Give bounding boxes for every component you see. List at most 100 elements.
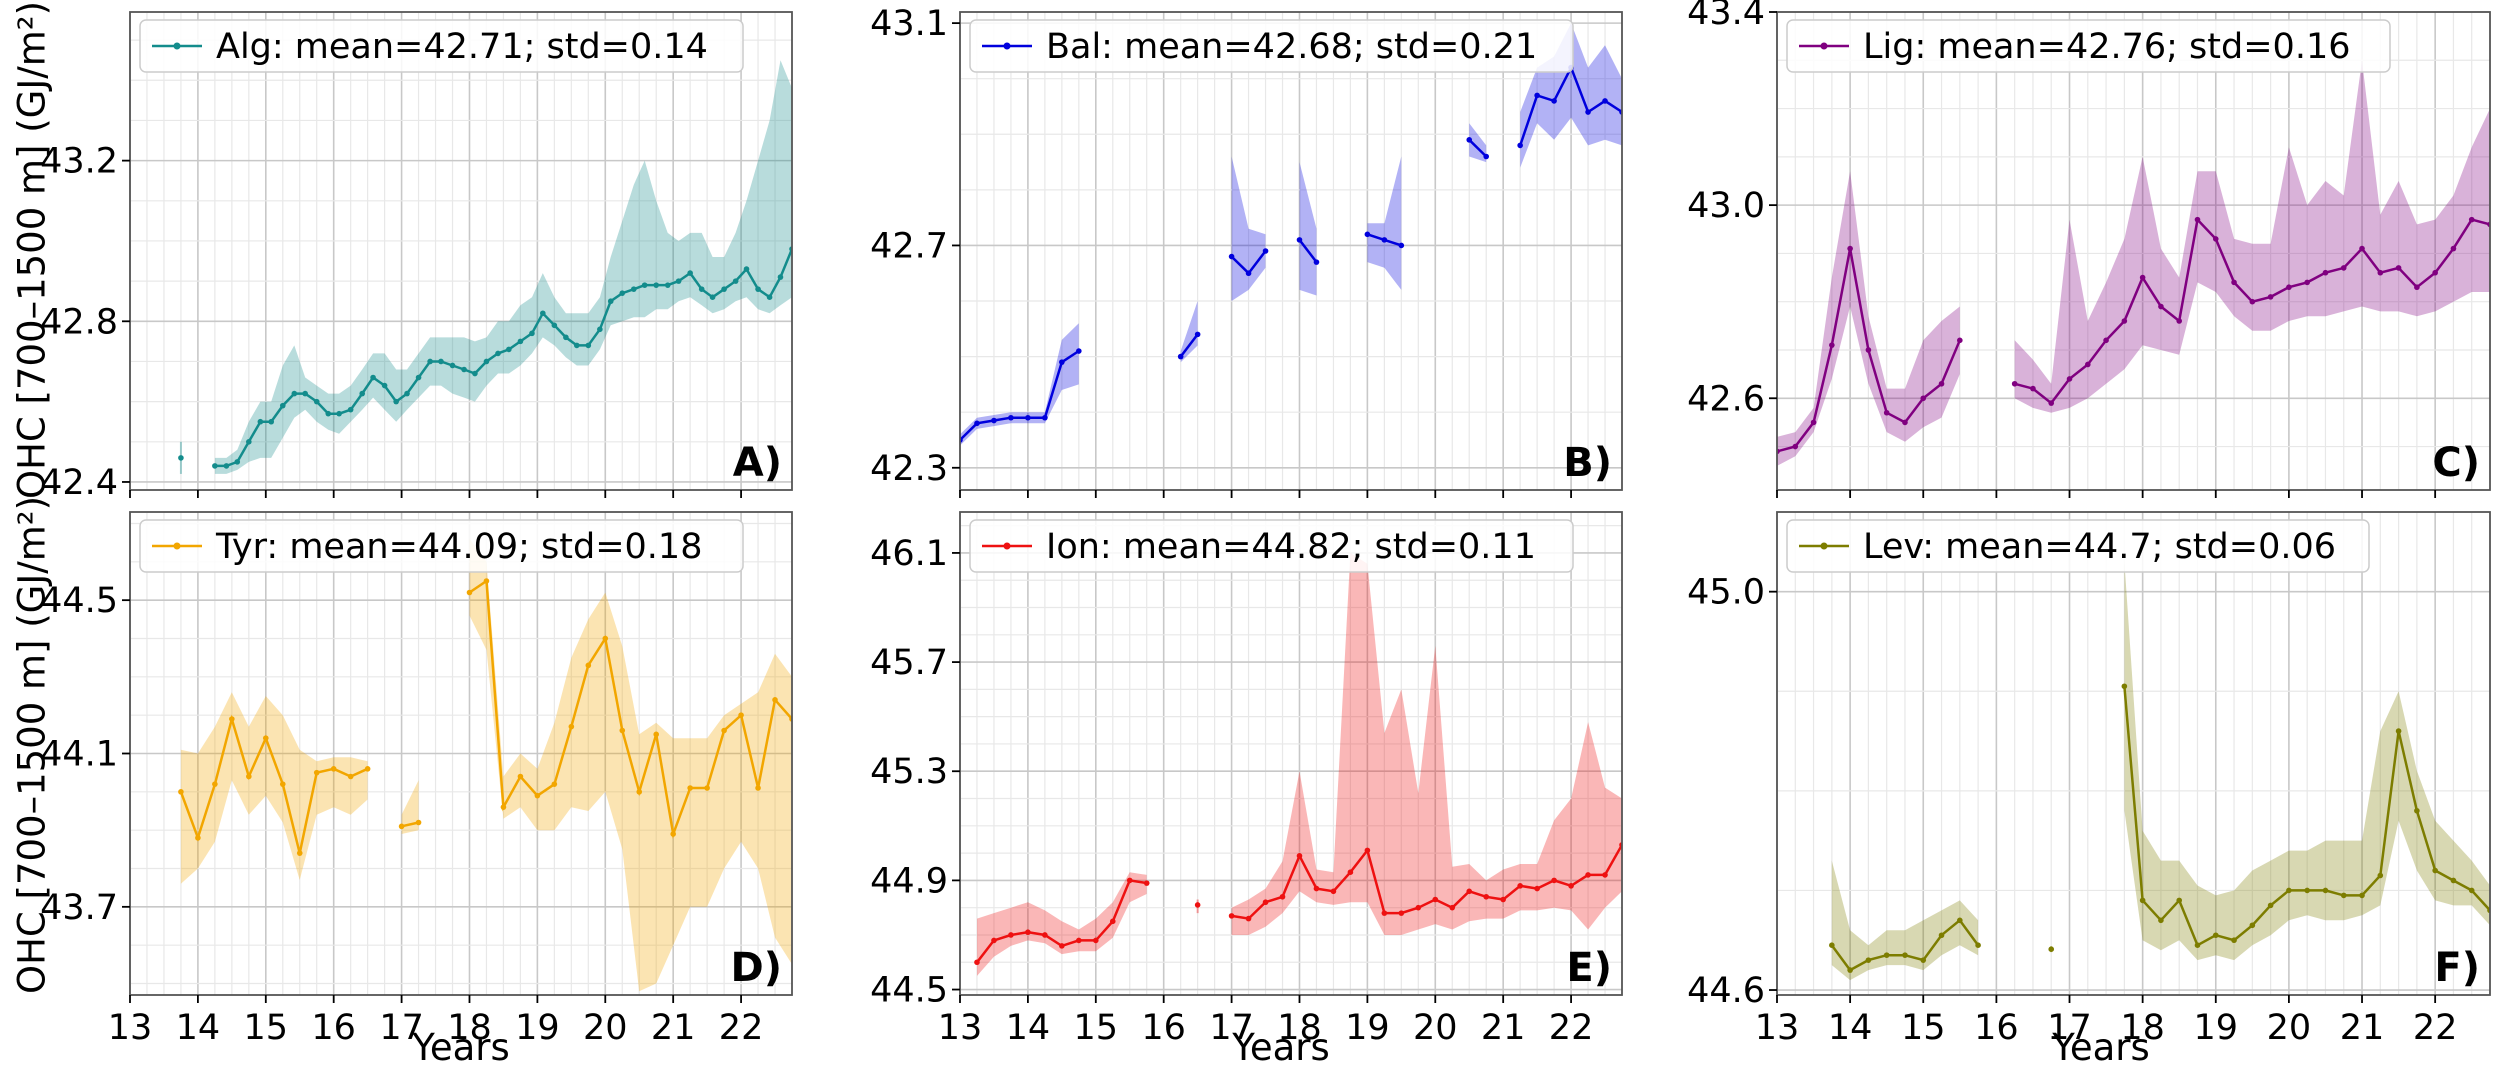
panel-lev-legend-box — [1786, 519, 2370, 573]
panel-lev-point — [2450, 877, 2457, 884]
panel-alg-point — [777, 274, 784, 280]
panel-tyr-point — [296, 850, 303, 856]
panel-lig-point — [1957, 337, 1963, 344]
panel-ion-point — [1432, 896, 1439, 903]
panel-bal-point — [974, 420, 980, 427]
panel-ion-point — [991, 937, 997, 944]
panel-tyr-point — [212, 781, 218, 787]
panel-lev-legend-marker — [1820, 542, 1828, 550]
panel-alg-point — [732, 278, 739, 284]
panel-bal-legend-box — [969, 19, 1574, 73]
panel-lig-plot-area — [1777, 12, 2490, 490]
panel-alg-y-tick-label: 42.4 — [40, 463, 118, 503]
panel-bal-point — [1483, 153, 1490, 160]
panel-alg-point — [630, 286, 637, 292]
panel-lig-point — [1792, 443, 1799, 450]
panel-bal-point — [1245, 270, 1252, 277]
panel-tyr-point — [585, 662, 592, 669]
panel-tyr-series — [178, 538, 792, 992]
panel-lig-point — [1829, 342, 1835, 348]
panel-tyr-point — [279, 781, 286, 787]
panel-alg-point — [585, 342, 592, 349]
panel-tyr-x-tick-label: 22 — [719, 1008, 764, 1048]
panel-tyr-point — [466, 589, 473, 596]
panel-tyr-point — [364, 766, 371, 772]
panel-lev-point — [2158, 917, 2164, 924]
panel-alg-point — [653, 282, 660, 288]
panel-alg-point — [461, 366, 467, 373]
panel-bal-point — [1534, 92, 1540, 99]
panel-alg-point — [607, 298, 614, 305]
panel-bal-point — [1602, 98, 1608, 104]
panel-alg-point — [415, 374, 422, 381]
panel-alg-point — [313, 398, 320, 405]
panel-bal-band-segment-1 — [1180, 301, 1198, 363]
panel-ion-x-tick-label: 21 — [1481, 1008, 1526, 1048]
panel-tyr: 13 14 15 16 17 18 19 20 21 22 43.7 44.1 44.5 Tyr: mea… — [40, 511, 793, 1048]
panel-lev-point — [2212, 932, 2219, 939]
panel-tyr-y-tick-label: 43.7 — [40, 888, 118, 928]
panel-lig-series — [1777, 60, 2490, 466]
panel-alg-point — [347, 406, 354, 413]
panel-bal-point — [1059, 359, 1065, 365]
panel-ion-point — [974, 959, 980, 966]
panel-ion-point — [1534, 885, 1540, 892]
panel-ion-legend: Ion: mean=44.82; std=0.11 — [969, 519, 1574, 573]
panel-tyr-point — [483, 578, 490, 584]
panel-lig-point — [2103, 337, 2109, 344]
panel-bal-point — [1008, 414, 1014, 421]
panel-ion-point — [1381, 910, 1388, 916]
panel-tyr-x-tick-label: 17 — [379, 1008, 424, 1048]
panel-lev-frame — [1776, 511, 2491, 996]
panel-tyr-legend-label: Tyr: mean=44.09; std=0.18 — [215, 527, 702, 567]
panel-lev-point — [1975, 942, 1981, 949]
panel-ion-point — [1126, 877, 1133, 884]
panel-tyr-point — [755, 785, 761, 791]
panel-ion-point — [1347, 869, 1354, 876]
panel-bal-point — [1076, 348, 1082, 354]
panel-tyr-point — [313, 769, 320, 776]
panel-ion-point — [1415, 904, 1422, 911]
panel-tyr-point — [229, 716, 235, 722]
panel-lev-point — [1902, 952, 1908, 958]
panel-bal-point — [1466, 137, 1473, 143]
panel-bal-point — [1585, 109, 1591, 115]
panel-lev-band-segment-0 — [1831, 860, 1979, 981]
panel-tyr-y-tick-label: 44.1 — [40, 735, 118, 775]
panel-lig-y-tick-label: 43.0 — [1687, 186, 1765, 226]
panel-lev-x-tick-label: 16 — [1974, 1008, 2019, 1048]
panel-ion-y-tick-label: 44.9 — [870, 861, 948, 901]
panel-lig-point — [2249, 298, 2256, 305]
panel-bal-point — [991, 417, 997, 424]
panel-tyr-point — [636, 789, 643, 795]
panel-bal-band-segment-0 — [960, 323, 1079, 446]
panel-bal-legend-label: Bal: mean=42.68; std=0.21 — [1046, 27, 1537, 67]
panel-lig-point — [2286, 284, 2292, 291]
panel-ion-point — [1517, 883, 1523, 889]
panel-alg-panel-letter: A) — [733, 440, 782, 486]
panel-tyr-x-tick-label: 20 — [583, 1008, 628, 1048]
panel-lig-point — [2194, 216, 2201, 223]
panel-tyr-point — [551, 781, 558, 787]
panel-bal-panel-letter: B) — [1563, 440, 1612, 486]
panel-alg-legend-label: Alg: mean=42.71; std=0.14 — [216, 27, 708, 67]
panel-ion-point — [1585, 872, 1591, 878]
panel-tyr-point — [195, 835, 201, 841]
panel-lev-point — [2414, 807, 2420, 814]
panel-tyr-point — [347, 773, 354, 780]
panel-ion-point — [1279, 893, 1286, 900]
panel-lig-point — [2267, 294, 2274, 300]
panel-tyr-legend-marker — [173, 542, 181, 550]
panel-alg-legend-marker — [173, 42, 181, 50]
panel-lev-x-tick-label: 18 — [2120, 1008, 2165, 1048]
panel-lev-series — [1829, 561, 2490, 981]
panel-alg-point — [370, 374, 376, 381]
y-axis-label-bottom: OHC [700–1500 m] (GJ/m²) — [11, 496, 54, 994]
panel-lev-point — [2139, 897, 2146, 904]
panel-tyr-point — [619, 727, 626, 734]
panel-alg-point — [517, 338, 524, 345]
panel-tyr-line-segment-0 — [179, 714, 369, 854]
panel-bal-point — [1296, 237, 1303, 243]
panel-tyr-x-tick-label: 18 — [447, 1008, 492, 1048]
panel-lev-point — [2377, 872, 2384, 879]
